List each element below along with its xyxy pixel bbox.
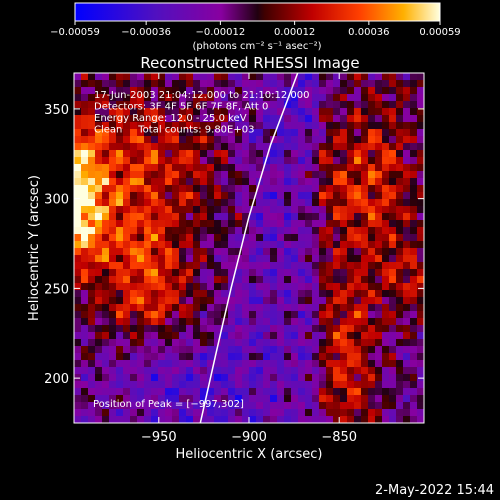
colorbar-ticks: −0.00059 −0.00036 −0.00012 0.00012 0.00036 0.… <box>50 21 461 38</box>
annotation-block: 17-Jun-2003 21:04:12.000 to 21:10:12.000… <box>94 90 310 136</box>
colorbar-tick-label: 0.00059 <box>419 27 460 38</box>
solar-limb-line <box>199 73 299 423</box>
y-tick-label: 350 <box>44 103 69 118</box>
date-stamp: 2-May-2022 15:44 <box>375 483 494 498</box>
y-tick-label: 200 <box>44 372 69 387</box>
x-tick-label: −850 <box>321 430 357 445</box>
colorbar-tick-label: −0.00036 <box>121 27 171 38</box>
annotation-line: Detectors: 3F 4F 5F 6F 7F 8F, Att 0 <box>94 102 268 113</box>
chart-title: Reconstructed RHESSI Image <box>140 54 359 72</box>
x-tick-label: −950 <box>141 430 177 445</box>
y-tick-label: 300 <box>44 193 69 208</box>
colorbar-tick-label: −0.00059 <box>50 27 100 38</box>
colorbar-tick-label: −0.00012 <box>196 27 246 38</box>
heatmap-image <box>74 73 424 423</box>
colorbar-tick-label: 0.00012 <box>274 27 315 38</box>
annotation-line: Clean Total counts: 9.80E+03 <box>94 125 254 136</box>
colorbar <box>74 2 441 22</box>
axis-ticks: −950 −900 −850 200 250 300 350 <box>44 73 424 445</box>
annotation-line: Energy Range: 12.0 - 25.0 keV <box>94 113 247 124</box>
x-tick-label: −900 <box>231 430 267 445</box>
annotation-line: 17-Jun-2003 21:04:12.000 to 21:10:12.000 <box>94 90 310 101</box>
y-tick-label: 250 <box>44 282 69 297</box>
y-axis-title: Heliocentric Y (arcsec) <box>27 175 42 321</box>
colorbar-tick-label: 0.00036 <box>348 27 389 38</box>
peak-position-label: Position of Peak = [−997,302] <box>93 399 244 410</box>
x-axis-title: Heliocentric X (arcsec) <box>176 447 323 462</box>
colorbar-unit-label: (photons cm⁻² s⁻¹ asec⁻²) <box>192 41 321 52</box>
